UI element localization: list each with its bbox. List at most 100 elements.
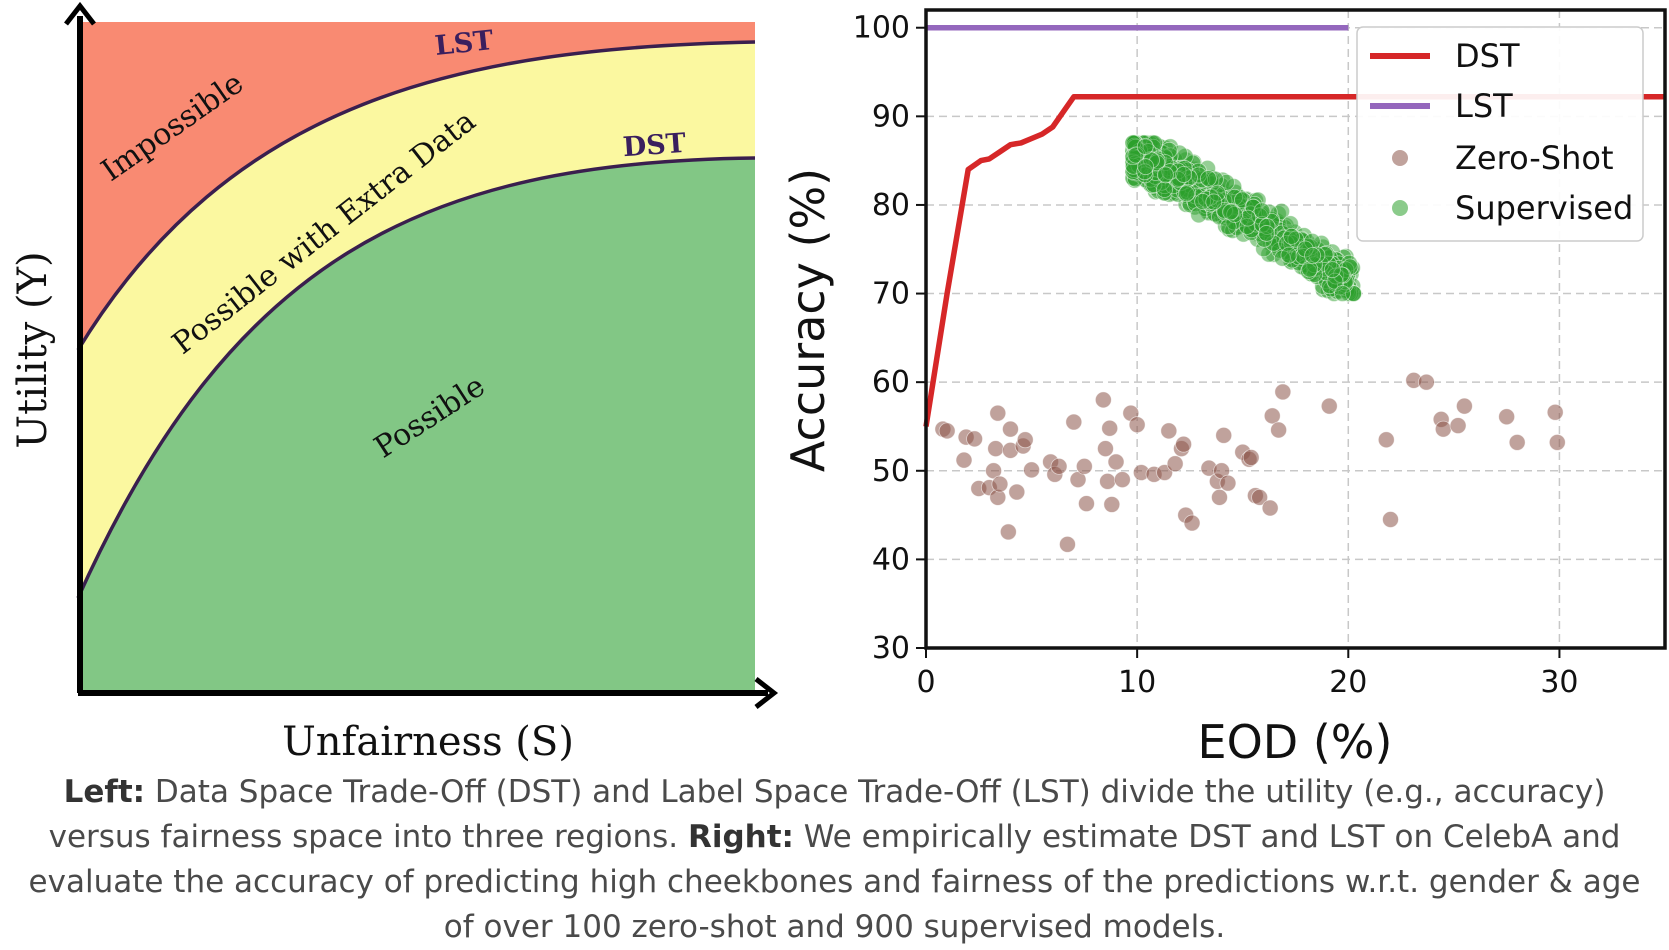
zero-shot-point bbox=[1016, 431, 1034, 449]
region-possible-with-extra-data bbox=[78, 42, 755, 598]
supervised-point bbox=[1205, 193, 1223, 211]
right-plot: 0 10 20 30 30 40 50 60 70 80 90 100 DST LST Zero-S… bbox=[781, 8, 1667, 769]
y-tick-label: 90 bbox=[872, 99, 910, 134]
y-tick-label: 50 bbox=[872, 454, 910, 489]
zero-shot-point bbox=[1242, 449, 1260, 466]
supervised-point bbox=[1323, 261, 1341, 279]
zero-shot-point bbox=[1183, 514, 1201, 532]
zero-shot-point bbox=[1103, 496, 1121, 513]
zero-shot-point bbox=[1050, 457, 1068, 475]
zero-shot-point bbox=[1002, 420, 1019, 438]
y-ticks: 30 40 50 60 70 80 90 100 bbox=[853, 11, 926, 666]
caption-right-text: We empirically estimate DST and LST on C… bbox=[28, 819, 1641, 945]
zero-shot-point bbox=[1498, 408, 1516, 426]
right-y-axis-title: Accuracy (%) bbox=[781, 168, 835, 472]
zero-shot-point bbox=[966, 430, 983, 448]
zero-shot-point bbox=[1023, 461, 1040, 479]
legend-dst-label: DST bbox=[1455, 37, 1520, 75]
supervised-point bbox=[1200, 170, 1217, 187]
region-impossible bbox=[78, 22, 755, 350]
zero-shot-point bbox=[1094, 391, 1112, 409]
dst-line bbox=[923, 94, 1665, 427]
zero-shot-point bbox=[938, 422, 956, 440]
left-diagram: Impossible Possible with Extra Data Poss… bbox=[10, 1, 779, 765]
zero-shot-point bbox=[1166, 455, 1184, 473]
legend-supervised-swatch bbox=[1392, 200, 1408, 216]
x-tick-label: 10 bbox=[1118, 665, 1156, 700]
legend-box bbox=[1356, 26, 1644, 242]
supervised-point bbox=[1175, 166, 1193, 183]
zero-shot-point bbox=[1160, 422, 1178, 440]
zero-shot-point bbox=[1377, 431, 1395, 449]
figure: Impossible Possible with Extra Data Poss… bbox=[10, 1, 1667, 769]
lst-curve bbox=[76, 40, 756, 351]
zero-shot-point bbox=[1075, 457, 1093, 475]
zero-shot-point bbox=[1065, 413, 1083, 431]
legend: DST LST Zero-Shot Supervised bbox=[1356, 26, 1644, 242]
left-x-axis-title: Unfairness (S) bbox=[282, 719, 574, 765]
supervised-point bbox=[1156, 166, 1174, 184]
y-tick-label: 30 bbox=[872, 631, 910, 666]
figure-caption: Left: Data Space Trade-Off (DST) and Lab… bbox=[10, 770, 1659, 950]
left-y-axis-arrow bbox=[64, 1, 96, 26]
zero-shot-point bbox=[1008, 483, 1026, 501]
zero-shot-point bbox=[1270, 421, 1288, 439]
caption-right-label: Right: bbox=[687, 819, 794, 855]
zero-shot-point bbox=[1113, 471, 1131, 489]
zero-shot-point bbox=[1320, 397, 1338, 415]
zero-shot-point bbox=[1456, 397, 1473, 415]
label-lst: LST bbox=[433, 25, 494, 62]
supervised-point bbox=[1334, 285, 1351, 302]
plot-frame bbox=[924, 8, 1667, 650]
supervised-point bbox=[1222, 203, 1240, 221]
legend-lst-label: LST bbox=[1455, 87, 1513, 125]
zero-shot-point bbox=[1128, 416, 1146, 434]
zero-shot-point bbox=[1175, 435, 1192, 453]
supervised-point bbox=[1156, 181, 1173, 198]
zero-shot-point bbox=[999, 523, 1017, 541]
dst-curve bbox=[76, 156, 756, 599]
zero-shot-points bbox=[934, 371, 1566, 553]
zero-shot-point bbox=[1219, 474, 1237, 492]
zero-shot-point bbox=[1099, 473, 1116, 490]
zero-shot-point bbox=[1508, 434, 1526, 451]
supervised-point bbox=[1136, 138, 1154, 155]
zero-shot-point bbox=[987, 440, 1005, 458]
left-y-axis-title: Utility (Y) bbox=[10, 251, 56, 448]
zero-shot-point bbox=[1434, 420, 1452, 438]
y-tick-label: 40 bbox=[872, 542, 910, 577]
caption-left-label: Left: bbox=[63, 774, 146, 810]
zero-shot-point bbox=[1261, 499, 1279, 517]
zero-shot-point bbox=[1215, 426, 1233, 444]
zero-shot-point bbox=[989, 404, 1007, 422]
y-tick-label: 100 bbox=[853, 11, 910, 46]
x-tick-label: 0 bbox=[916, 665, 935, 700]
caption-left-text: Data Space Trade-Off (DST) and Label Spa… bbox=[48, 774, 1606, 855]
zero-shot-point bbox=[1059, 535, 1076, 553]
x-tick-label: 30 bbox=[1540, 665, 1578, 700]
zero-shot-point bbox=[1263, 407, 1281, 425]
supervised-point bbox=[1280, 246, 1298, 264]
zero-shot-point bbox=[1548, 434, 1566, 451]
supervised-point bbox=[1304, 247, 1321, 264]
y-tick-label: 80 bbox=[872, 188, 910, 223]
zero-shot-point bbox=[1101, 419, 1119, 437]
legend-supervised-label: Supervised bbox=[1455, 189, 1633, 227]
supervised-point bbox=[1137, 158, 1154, 176]
left-x-axis-arrow bbox=[754, 677, 779, 709]
zero-shot-point bbox=[1274, 383, 1292, 401]
x-tick-label: 20 bbox=[1329, 665, 1367, 700]
supervised-point bbox=[1301, 260, 1319, 278]
supervised-points bbox=[1124, 134, 1363, 302]
zero-shot-point bbox=[955, 451, 973, 469]
supervised-point bbox=[1253, 202, 1271, 220]
label-dst: DST bbox=[622, 128, 687, 163]
zero-shot-point bbox=[1546, 403, 1564, 421]
right-x-axis-title: EOD (%) bbox=[1198, 715, 1393, 769]
zero-shot-point bbox=[1382, 511, 1399, 528]
supervised-point bbox=[1178, 185, 1195, 203]
y-tick-label: 60 bbox=[872, 365, 910, 400]
legend-zero-shot-label: Zero-Shot bbox=[1455, 139, 1614, 177]
zero-shot-point bbox=[1107, 453, 1125, 471]
zero-shot-point bbox=[1097, 440, 1114, 458]
